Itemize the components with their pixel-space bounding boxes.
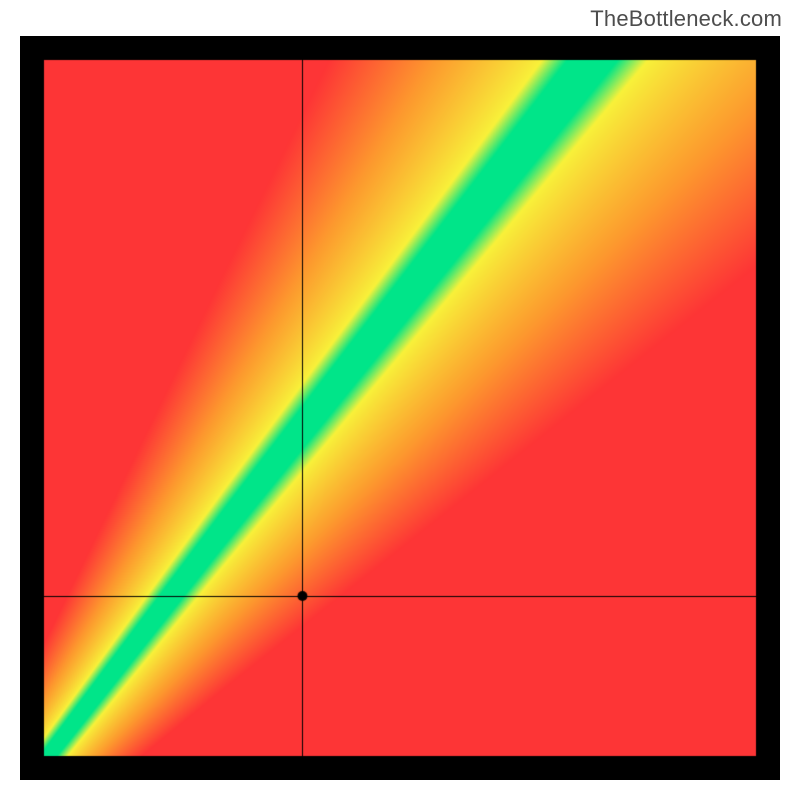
bottleneck-chart [20,36,780,780]
heatmap-canvas [20,36,780,780]
watermark-text: TheBottleneck.com [590,6,782,32]
page-container: TheBottleneck.com [0,0,800,800]
